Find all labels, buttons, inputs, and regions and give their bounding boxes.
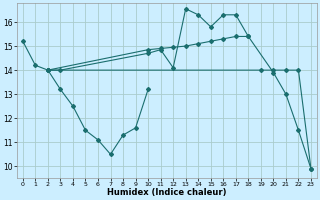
X-axis label: Humidex (Indice chaleur): Humidex (Indice chaleur) xyxy=(107,188,227,197)
